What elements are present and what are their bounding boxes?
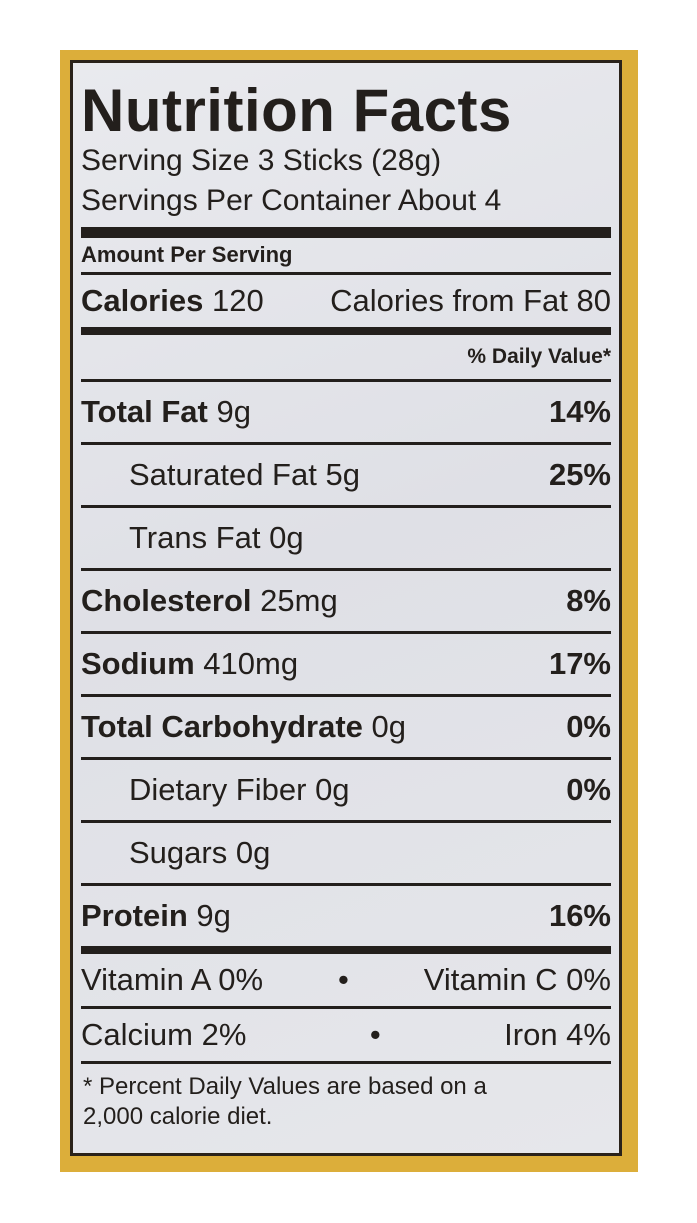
- package-border: Nutrition Facts Serving Size 3 Sticks (2…: [60, 50, 638, 1172]
- nutrient-row: Protein 9g 16%: [81, 886, 611, 946]
- nutrient-row: Sugars 0g: [81, 823, 611, 883]
- divider: [81, 505, 611, 508]
- nutrient-daily-value: 8%: [566, 583, 611, 618]
- calories-row: Calories 120 Calories from Fat 80: [81, 275, 611, 327]
- nutrient-daily-value: 0%: [566, 772, 611, 807]
- vitamin-row: Vitamin A 0% • Vitamin C 0%: [81, 954, 611, 1006]
- daily-value-header: % Daily Value*: [467, 345, 611, 368]
- divider-thick: [81, 227, 611, 238]
- nutrient-amount: 0g: [235, 835, 271, 870]
- nutrient-amount: 410mg: [203, 646, 299, 681]
- nutrient-daily-value: 0%: [566, 709, 611, 744]
- bullet: •: [338, 962, 349, 997]
- nutrient-amount: 0g: [315, 772, 350, 807]
- title: Nutrition Facts: [81, 77, 512, 144]
- footnote-line: * Percent Daily Values are based on a: [83, 1073, 487, 1100]
- divider: [81, 883, 611, 886]
- nutrition-facts-panel: Nutrition Facts Serving Size 3 Sticks (2…: [70, 60, 622, 1156]
- servings-per-container: Servings Per Container About 4: [81, 184, 502, 217]
- divider: [81, 757, 611, 760]
- mineral-row: Calcium 2% • Iron 4%: [81, 1009, 611, 1061]
- nutrient-name: Protein: [81, 898, 188, 933]
- nutrient-row: Trans Fat 0g: [81, 508, 611, 568]
- divider: [81, 568, 611, 571]
- serving-size: Serving Size 3 Sticks (28g): [81, 144, 442, 177]
- nutrient-amount: 9g: [216, 394, 251, 429]
- divider: [81, 379, 611, 382]
- nutrient-daily-value: 16%: [548, 898, 611, 933]
- bullet: •: [369, 1017, 381, 1052]
- divider: [81, 631, 611, 634]
- nutrient-row: Dietary Fiber 0g 0%: [81, 760, 611, 820]
- nutrient-daily-value: 17%: [548, 646, 611, 681]
- nutrient-row: Total Carbohydrate 0g 0%: [81, 697, 611, 757]
- divider: [81, 820, 611, 823]
- footnote: * Percent Daily Values are based on a 2,…: [81, 1072, 611, 1132]
- nutrient-amount: 0g: [371, 709, 407, 744]
- divider: [81, 1006, 611, 1009]
- divider: [81, 694, 611, 697]
- nutrient-amount: 9g: [196, 898, 231, 933]
- vitamin-c: Vitamin C 0%: [423, 962, 611, 997]
- nutrient-row: Total Fat 9g 14%: [81, 382, 611, 442]
- nutrient-amount: 0g: [269, 520, 304, 555]
- amount-per-serving: Amount Per Serving: [81, 242, 293, 267]
- nutrient-name: Total Carbohydrate: [81, 709, 363, 744]
- nutrient-daily-value: 14%: [548, 394, 611, 429]
- calories-value: 120: [211, 283, 264, 318]
- nutrient-name: Saturated Fat: [129, 457, 317, 492]
- nutrient-amount: 5g: [325, 457, 360, 492]
- nutrient-name: Trans Fat: [129, 520, 261, 555]
- iron: Iron 4%: [504, 1017, 611, 1052]
- calcium: Calcium 2%: [81, 1017, 247, 1052]
- divider: [81, 442, 611, 445]
- vitamin-a: Vitamin A 0%: [81, 962, 264, 997]
- nutrient-row: Sodium 410mg 17%: [81, 634, 611, 694]
- nutrient-name: Total Fat: [81, 394, 208, 429]
- divider: [81, 272, 611, 275]
- nutrient-name: Dietary Fiber: [129, 772, 307, 807]
- nutrient-row: Saturated Fat 5g 25%: [81, 445, 611, 505]
- divider: [81, 1061, 611, 1064]
- nutrient-name: Sodium: [81, 646, 195, 681]
- divider-thick: [81, 946, 611, 954]
- nutrient-list: Total Fat 9g 14% Saturated Fat 5g 25% Trans …: [81, 379, 611, 946]
- nutrient-name: Sugars: [129, 835, 228, 870]
- nutrient-amount: 25mg: [260, 583, 338, 618]
- nutrient-row: Cholesterol 25mg 8%: [81, 571, 611, 631]
- footnote-line: 2,000 calorie diet.: [83, 1103, 273, 1130]
- calories-label: Calories: [81, 283, 204, 318]
- calories-from-fat: Calories from Fat 80: [330, 283, 611, 318]
- nutrient-name: Cholesterol: [81, 583, 252, 618]
- nutrient-daily-value: 25%: [548, 457, 611, 492]
- divider-thick: [81, 327, 611, 335]
